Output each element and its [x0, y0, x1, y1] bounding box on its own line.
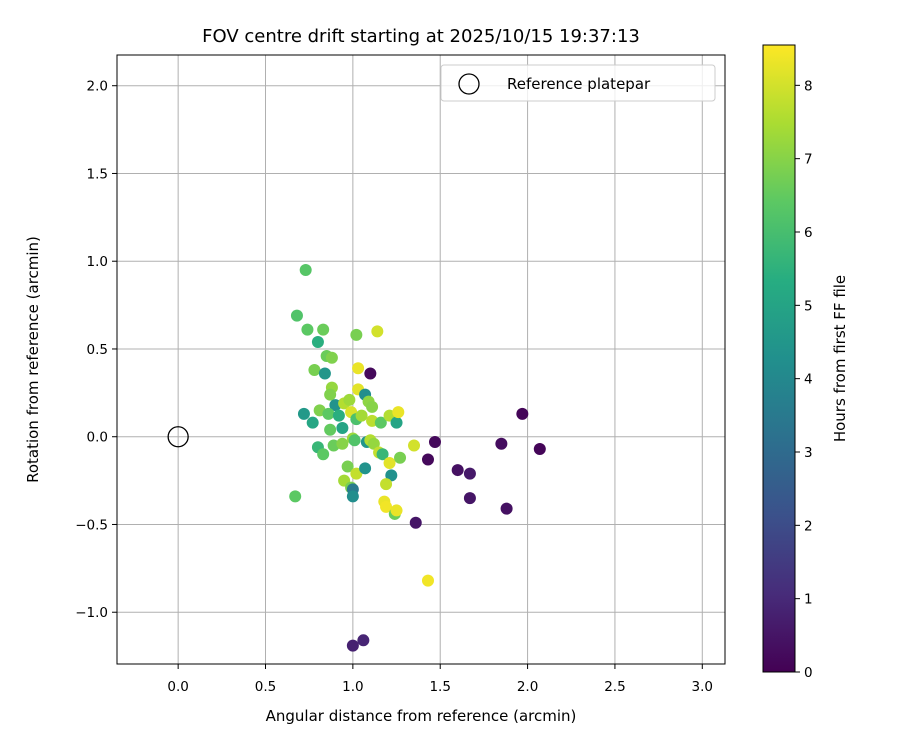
data-point: [357, 634, 370, 647]
legend-box: [440, 64, 716, 102]
colorbar-tick-label: 4: [804, 372, 813, 388]
reference-platepar-marker: [167, 426, 189, 448]
y-tick-label: 0.5: [87, 342, 108, 358]
data-point: [376, 448, 389, 461]
data-point: [290, 309, 303, 322]
data-point: [380, 478, 393, 491]
legend-label: Reference platepar: [507, 75, 651, 93]
x-tick-label: 3.0: [692, 679, 713, 695]
colorbar-tick-label: 2: [804, 518, 813, 534]
data-point: [367, 437, 380, 450]
y-tick-label: 1.5: [87, 166, 108, 182]
data-point: [324, 388, 337, 401]
x-tick-label: 0.0: [167, 679, 188, 695]
x-tick-label: 2.5: [604, 679, 625, 695]
data-point: [311, 335, 324, 348]
data-point: [355, 409, 368, 422]
x-axis-ticks: 0.0 0.5 1.0 1.5 2.0 2.5 3.0: [167, 664, 713, 695]
colorbar-tick-label: 1: [804, 592, 813, 608]
data-point: [336, 437, 349, 450]
data-points: [289, 263, 546, 652]
colorbar-frame: [762, 44, 796, 673]
colorbar-label: Hours from first FF file: [831, 275, 849, 442]
data-point: [366, 400, 379, 413]
y-tick-label: −0.5: [75, 517, 108, 533]
data-point: [451, 464, 464, 477]
reference-marker-layer: [167, 426, 189, 448]
y-tick-label: 0.0: [87, 430, 108, 446]
data-point: [289, 490, 302, 503]
data-point: [408, 439, 421, 452]
legend-marker: [458, 73, 480, 95]
data-point: [322, 407, 335, 420]
data-point: [341, 460, 354, 473]
colorbar-gradient: [763, 45, 795, 672]
data-point: [325, 351, 338, 364]
colorbar-tick-label: 3: [804, 445, 813, 461]
data-point: [306, 416, 319, 429]
data-point: [343, 393, 356, 406]
data-point: [346, 490, 359, 503]
colorbar-tick-label: 8: [804, 78, 813, 94]
data-point: [390, 416, 403, 429]
data-point: [380, 500, 393, 513]
chart-title: FOV centre drift starting at 2025/10/15 …: [202, 26, 640, 47]
data-point: [394, 451, 407, 464]
data-point: [336, 421, 349, 434]
data-point: [516, 407, 529, 420]
data-point: [500, 502, 513, 515]
x-tick-label: 0.5: [255, 679, 276, 695]
data-point: [301, 323, 314, 336]
x-tick-label: 1.5: [429, 679, 450, 695]
y-tick-label: −1.0: [75, 605, 108, 621]
data-point: [346, 639, 359, 652]
data-point: [385, 469, 398, 482]
x-tick-label: 2.0: [517, 679, 538, 695]
colorbar-tick-label: 0: [804, 665, 813, 681]
data-point: [297, 407, 310, 420]
colorbar-tick-label: 5: [804, 298, 813, 314]
data-point: [374, 416, 387, 429]
colorbar-tick-label: 6: [804, 225, 813, 241]
data-point: [364, 367, 377, 380]
data-point: [371, 325, 384, 338]
data-point: [428, 435, 441, 448]
data-point: [359, 462, 372, 475]
colorbar-ticks: 0 1 2 3 4 5 6 7 8: [795, 78, 813, 681]
data-point: [332, 409, 345, 422]
data-point: [317, 448, 330, 461]
plot-frame: [116, 54, 726, 665]
colorbar: 0 1 2 3 4 5 6 7 8 Hours from first FF file: [762, 44, 849, 681]
data-point: [392, 406, 405, 419]
data-point: [463, 467, 476, 480]
y-tick-label: 1.0: [87, 254, 108, 270]
data-point: [308, 364, 321, 377]
data-point: [317, 323, 330, 336]
data-point: [350, 328, 363, 341]
data-point: [324, 423, 337, 436]
data-point: [533, 443, 546, 456]
data-point: [421, 574, 434, 587]
y-tick-label: 2.0: [87, 79, 108, 95]
data-point: [495, 437, 508, 450]
grid-lines: [117, 55, 725, 664]
x-axis-label: Angular distance from reference (arcmin): [266, 707, 577, 725]
data-point: [421, 453, 434, 466]
data-point: [350, 467, 363, 480]
data-point: [352, 362, 365, 375]
colorbar-tick-label: 7: [804, 152, 813, 168]
data-point: [299, 263, 312, 276]
legend: Reference platepar: [440, 64, 716, 102]
data-point: [318, 367, 331, 380]
x-tick-label: 1.0: [342, 679, 363, 695]
data-point: [383, 457, 396, 470]
y-axis-label: Rotation from reference (arcmin): [24, 236, 42, 483]
data-point: [463, 492, 476, 505]
data-point: [348, 434, 361, 447]
data-point: [390, 504, 403, 517]
y-axis-ticks: −1.0 −0.5 0.0 0.5 1.0 1.5 2.0: [75, 79, 117, 621]
data-point: [409, 516, 422, 529]
